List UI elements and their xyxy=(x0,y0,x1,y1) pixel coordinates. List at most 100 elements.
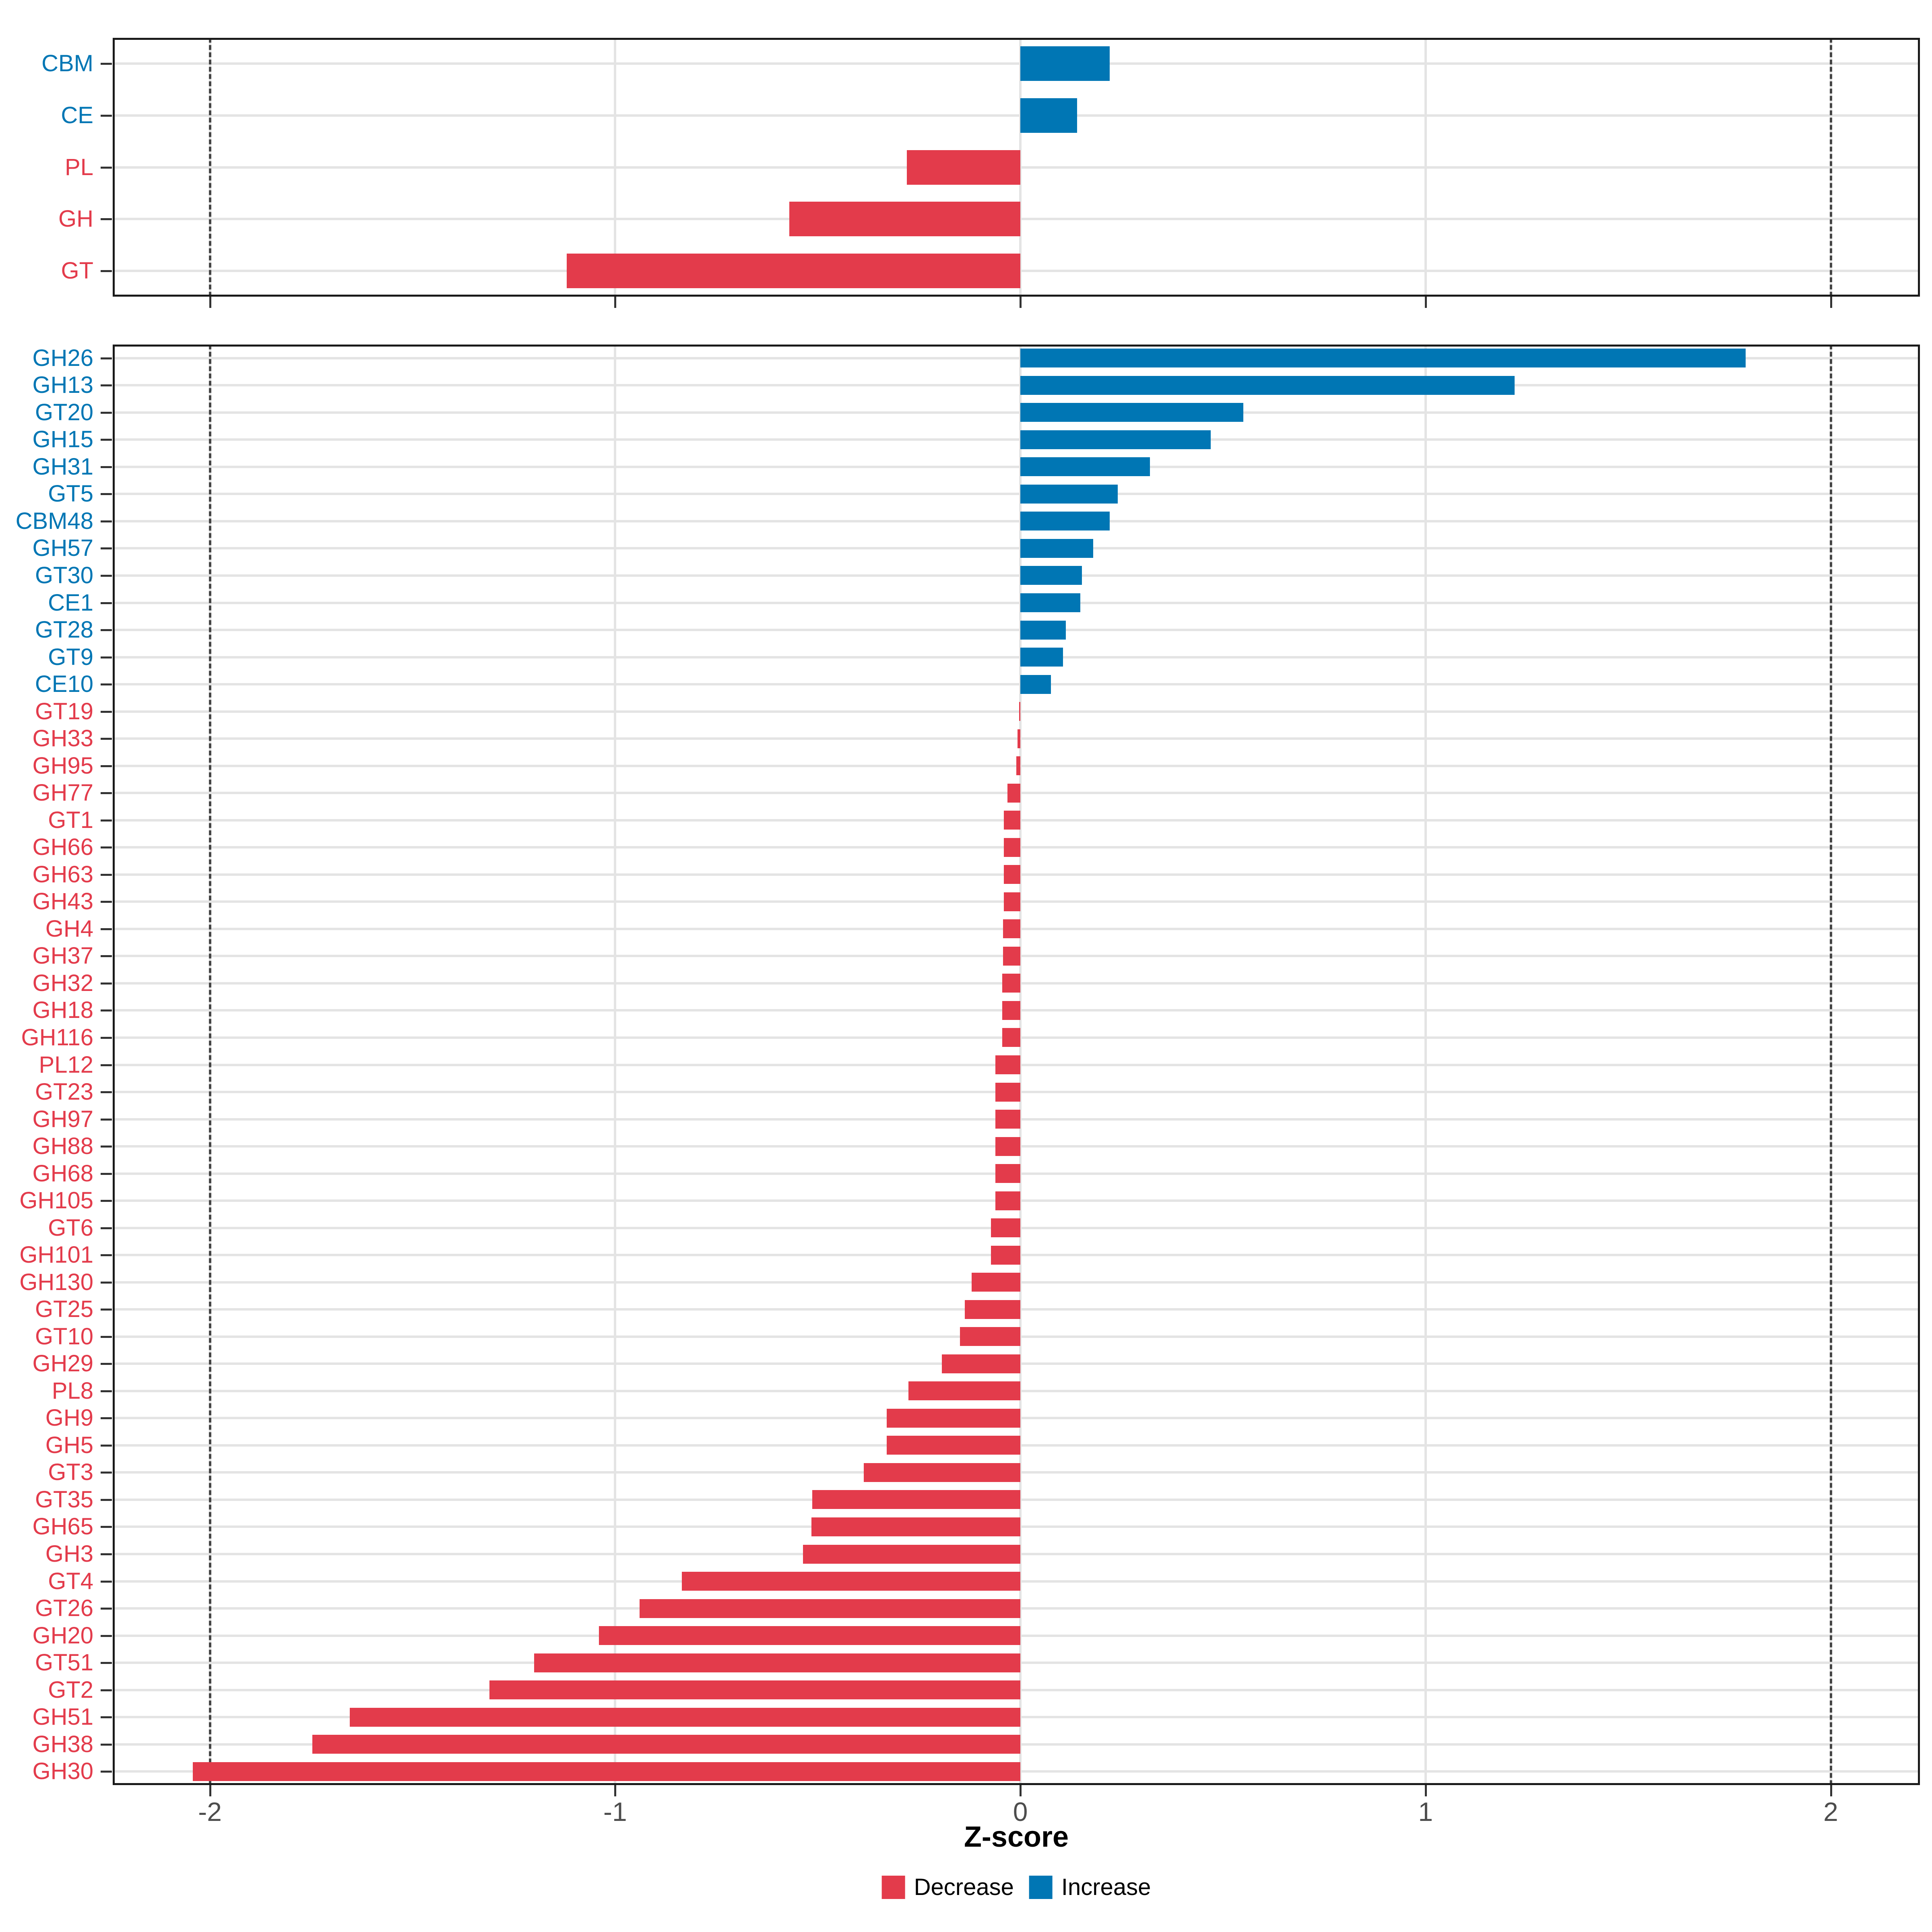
bar-GH30 xyxy=(193,1762,1021,1781)
bar-GT51 xyxy=(534,1653,1021,1672)
bar-GH105 xyxy=(995,1191,1021,1210)
bar-GH9 xyxy=(886,1408,1021,1428)
category-label-PL: PL xyxy=(65,154,93,180)
category-label-GT6: GT6 xyxy=(48,1214,93,1241)
bar-GH13 xyxy=(1020,376,1515,395)
y-tick-GT6 xyxy=(101,1227,112,1229)
y-tick-GH18 xyxy=(101,1009,112,1012)
category-label-GH77: GH77 xyxy=(32,780,93,806)
gridline-y-CE xyxy=(113,114,1920,117)
bar-GH101 xyxy=(991,1245,1021,1265)
y-tick-GH30 xyxy=(101,1771,112,1773)
bar-GH5 xyxy=(886,1436,1021,1455)
x-tick-label-2: 2 xyxy=(1823,1797,1838,1827)
gridline-y-GT19 xyxy=(113,710,1920,713)
y-tick-GH97 xyxy=(101,1118,112,1121)
gridline-y-CE10 xyxy=(113,683,1920,686)
bar-GT35 xyxy=(812,1490,1021,1509)
bar-GT xyxy=(566,253,1021,288)
x-tick-label--1: -1 xyxy=(603,1797,627,1827)
category-label-GH63: GH63 xyxy=(32,861,93,888)
category-label-CE10: CE10 xyxy=(35,671,93,698)
category-label-GT1: GT1 xyxy=(48,807,93,833)
gridline-y-GH33 xyxy=(113,737,1920,740)
category-label-GH68: GH68 xyxy=(32,1160,93,1187)
x-axis-title: Z-score xyxy=(964,1821,1069,1853)
y-tick-GH xyxy=(101,218,112,221)
y-tick-CE xyxy=(101,114,112,117)
y-tick-GT xyxy=(101,270,112,272)
y-tick-GH77 xyxy=(101,792,112,795)
bar-GH31 xyxy=(1020,457,1150,477)
y-tick-CE1 xyxy=(101,602,112,604)
y-tick-GH101 xyxy=(101,1254,112,1257)
gridline-y-GT5 xyxy=(113,493,1920,495)
category-label-GH5: GH5 xyxy=(45,1432,93,1458)
top-panel xyxy=(113,38,1920,297)
x-tick-2-top-panel xyxy=(1830,297,1832,308)
category-label-GH130: GH130 xyxy=(19,1269,93,1295)
x-tick--2-top-panel xyxy=(209,297,211,308)
category-label-GT: GT xyxy=(61,257,93,284)
y-tick-CBM48 xyxy=(101,520,112,522)
y-tick-GT30 xyxy=(101,574,112,577)
gridline-y-CBM xyxy=(113,62,1920,65)
y-tick-GH32 xyxy=(101,982,112,985)
y-tick-GH5 xyxy=(101,1444,112,1447)
gridline-y-GT20 xyxy=(113,411,1920,414)
y-tick-GH57 xyxy=(101,547,112,550)
category-label-GH26: GH26 xyxy=(32,345,93,371)
category-label-GH3: GH3 xyxy=(45,1541,93,1567)
category-label-GH: GH xyxy=(58,206,93,232)
y-tick-GH88 xyxy=(101,1146,112,1148)
y-tick-GH26 xyxy=(101,357,112,359)
y-tick-CE10 xyxy=(101,683,112,686)
category-label-GT3: GT3 xyxy=(48,1459,93,1486)
bar-GH66 xyxy=(1003,838,1021,857)
bar-CBM48 xyxy=(1020,512,1110,531)
bar-GH33 xyxy=(1018,729,1021,748)
category-label-GH88: GH88 xyxy=(32,1133,93,1160)
bar-GT9 xyxy=(1020,648,1063,667)
y-tick-GT35 xyxy=(101,1499,112,1501)
gridline-y-GT28 xyxy=(113,629,1920,632)
category-label-GH18: GH18 xyxy=(32,997,93,1024)
y-tick-GT26 xyxy=(101,1608,112,1610)
y-tick-PL12 xyxy=(101,1064,112,1066)
y-tick-GH29 xyxy=(101,1363,112,1365)
category-label-GH9: GH9 xyxy=(45,1405,93,1431)
bar-GT28 xyxy=(1020,620,1066,640)
gridline-y-GH26 xyxy=(113,357,1920,359)
bar-GH77 xyxy=(1007,783,1021,803)
bar-GH116 xyxy=(1002,1028,1021,1047)
y-tick-GH130 xyxy=(101,1281,112,1284)
y-tick-GH65 xyxy=(101,1526,112,1528)
category-label-GT28: GT28 xyxy=(35,617,93,643)
category-label-GH33: GH33 xyxy=(32,725,93,752)
increase-swatch xyxy=(1029,1876,1053,1899)
legend-label-decrease: Decrease xyxy=(914,1874,1014,1900)
y-tick-GH3 xyxy=(101,1553,112,1555)
bar-GH xyxy=(789,202,1021,237)
y-tick-PL xyxy=(101,166,112,169)
bar-GT2 xyxy=(489,1680,1021,1700)
bar-GH68 xyxy=(995,1164,1021,1183)
y-tick-GT3 xyxy=(101,1472,112,1474)
bar-GH38 xyxy=(312,1735,1021,1754)
legend-item-decrease: Decrease xyxy=(881,1874,1014,1900)
y-tick-GH38 xyxy=(101,1743,112,1746)
category-label-GH65: GH65 xyxy=(32,1513,93,1540)
dashed-line--2-top-panel xyxy=(208,38,211,297)
x-tick--2-bottom-panel xyxy=(209,1785,211,1796)
bar-GT5 xyxy=(1020,484,1118,504)
bar-GT20 xyxy=(1020,403,1243,422)
y-tick-GH13 xyxy=(101,384,112,387)
category-label-GT9: GT9 xyxy=(48,644,93,670)
dashed-line--2-bottom-panel xyxy=(208,345,211,1785)
category-label-GH105: GH105 xyxy=(19,1187,93,1214)
category-label-GH30: GH30 xyxy=(32,1758,93,1785)
bar-GH32 xyxy=(1002,974,1021,993)
bar-GT30 xyxy=(1020,566,1082,585)
category-label-GH97: GH97 xyxy=(32,1106,93,1132)
